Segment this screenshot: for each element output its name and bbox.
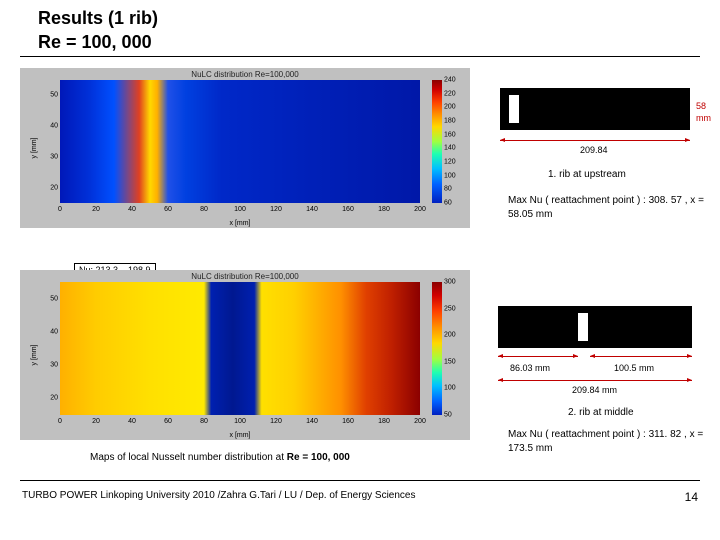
width-label-1: 209.84 xyxy=(580,144,608,156)
plot1-yticks: 20304050 xyxy=(40,80,58,203)
left-span-label: 86.03 mm xyxy=(510,362,550,374)
page-number: 14 xyxy=(685,490,698,504)
left-span-arrow xyxy=(498,356,578,357)
heatmap-top: NuLC distribution Re=100,000 y [mm] x [m… xyxy=(20,68,470,228)
plot1-xticks: 020406080100120140160180200 xyxy=(60,206,420,216)
page-title: Results (1 rib) Re = 100, 000 xyxy=(38,6,158,55)
width-arrow-2 xyxy=(498,380,692,381)
plot2-xticks: 020406080100120140160180200 xyxy=(60,418,420,428)
title-line-1: Results (1 rib) xyxy=(38,6,158,30)
plot2-heatmap xyxy=(60,282,420,415)
plot1-xlabel: x [mm] xyxy=(60,220,420,227)
footer-divider xyxy=(20,480,700,481)
plot1-heatmap xyxy=(60,80,420,203)
plot2-cbticks: 30025020015010050 xyxy=(444,282,464,415)
plot1-title: NuLC distribution Re=100,000 xyxy=(20,70,470,79)
plot1-cbticks: 2402202001801601401201008060 xyxy=(444,80,464,203)
heatmap-bottom: NuLC distribution Re=100,000 y [mm] x [m… xyxy=(20,270,470,440)
plot1-axes xyxy=(60,80,420,203)
right-span-label: 100.5 mm xyxy=(614,362,654,374)
plot1-ylabel: y [mm] xyxy=(31,138,38,159)
maps-caption: Maps of local Nusselt number distributio… xyxy=(90,452,350,463)
width-label-2: 209.84 mm xyxy=(572,384,617,396)
plot2-axes xyxy=(60,282,420,415)
diagram2-caption: 2. rib at middle xyxy=(568,406,634,420)
diagram1-caption: 1. rib at upstream xyxy=(548,168,626,182)
title-line-2: Re = 100, 000 xyxy=(38,30,158,54)
plot2-yticks: 20304050 xyxy=(40,282,58,415)
right-span-arrow xyxy=(590,356,692,357)
rib-marker-2 xyxy=(578,313,588,341)
rib-diagram-2 xyxy=(498,306,692,348)
width-arrow-1 xyxy=(500,140,690,141)
plot1-colorbar xyxy=(432,80,442,203)
diagram1-maxnu: Max Nu ( reattachment point ) : 308. 57 … xyxy=(508,194,708,221)
plot2-title: NuLC distribution Re=100,000 xyxy=(20,272,470,281)
caption-prefix: Maps of local Nusselt number distributio… xyxy=(90,452,287,463)
diagram2-maxnu: Max Nu ( reattachment point ) : 311. 82 … xyxy=(508,428,708,455)
rib-marker-1 xyxy=(509,95,519,123)
plot2-xlabel: x [mm] xyxy=(60,432,420,439)
plot2-ylabel: y [mm] xyxy=(31,345,38,366)
dim-58mm: 58 mm xyxy=(696,100,720,124)
footer-text: TURBO POWER Linkoping University 2010 /Z… xyxy=(22,490,416,501)
plot2-colorbar xyxy=(432,282,442,415)
rib-diagram-1 xyxy=(500,88,690,130)
caption-bold: Re = 100, 000 xyxy=(287,452,350,463)
title-underline xyxy=(20,56,700,57)
